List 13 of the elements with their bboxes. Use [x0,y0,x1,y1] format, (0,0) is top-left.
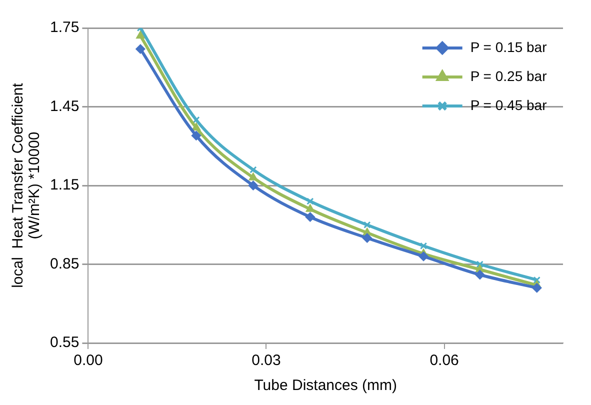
legend-label: P = 0.45 bar [470,96,548,113]
x-tick-label: 0.03 [252,352,281,370]
x-tick-label: 0.06 [430,352,459,370]
y-tick-label: 1.75 [50,19,80,36]
y-tick-label: 1.15 [50,176,80,194]
y-tick-label: 0.55 [50,334,80,352]
legend-label: P = 0.25 bar [470,68,548,84]
y-axis-title: local Heat Transfer Coefficient (W/m²K) *10000 [9,82,43,288]
y-tick-label: 1.45 [50,98,80,115]
y-tick-label: 0.85 [50,255,80,272]
x-axis-title: Tube Distances (mm) [254,377,398,394]
legend-label: P = 0.15 bar [470,38,548,55]
x-tick-label: 0.00 [74,352,103,370]
